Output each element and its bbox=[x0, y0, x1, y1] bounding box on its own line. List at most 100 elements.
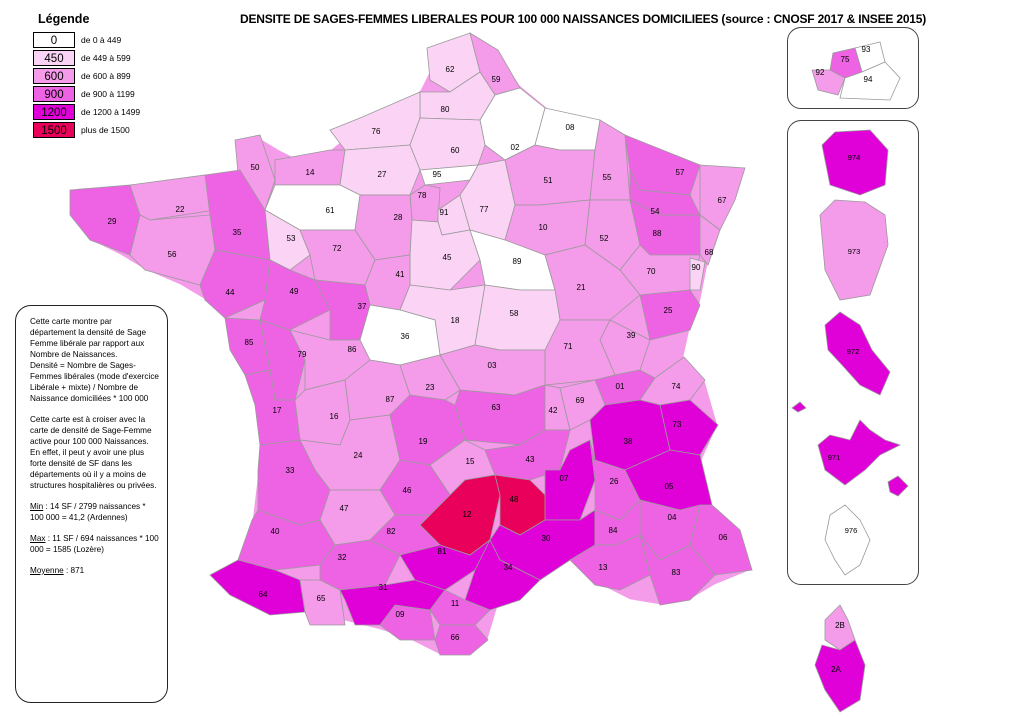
map-title: DENSITE DE SAGES-FEMMES LIBERALES POUR 1… bbox=[240, 12, 927, 26]
department-label-63: 63 bbox=[492, 403, 501, 412]
department-label-89: 89 bbox=[513, 257, 522, 266]
department-label-2B: 2B bbox=[835, 621, 845, 630]
department-label-88: 88 bbox=[653, 229, 662, 238]
department-label-70: 70 bbox=[647, 267, 656, 276]
legend-label: de 0 à 449 bbox=[81, 35, 122, 45]
department-label-42: 42 bbox=[549, 406, 558, 415]
department-label-13: 13 bbox=[599, 563, 608, 572]
department-label-14: 14 bbox=[306, 168, 315, 177]
department-label-51: 51 bbox=[544, 176, 553, 185]
department-label-12: 12 bbox=[463, 510, 472, 519]
department-label-78: 78 bbox=[418, 191, 427, 200]
legend-item: 600 de 600 à 899 bbox=[33, 67, 163, 85]
department-71 bbox=[544, 319, 616, 386]
department-label-46: 46 bbox=[403, 486, 412, 495]
department-68 bbox=[699, 214, 721, 266]
department-label-02: 02 bbox=[511, 143, 520, 152]
island-shape bbox=[791, 401, 807, 413]
department-73 bbox=[659, 399, 719, 456]
legend-label: de 900 à 1199 bbox=[81, 89, 135, 99]
department-label-74: 74 bbox=[672, 382, 681, 391]
department-label-92: 92 bbox=[816, 68, 825, 77]
legend-label: de 600 à 899 bbox=[81, 71, 131, 81]
department-label-09: 09 bbox=[396, 610, 405, 619]
info-min: Min : 14 SF / 2799 naissances * 100 000 … bbox=[30, 501, 159, 523]
department-51 bbox=[504, 144, 596, 206]
info-average: Moyenne : 871 bbox=[30, 565, 159, 576]
department-label-01: 01 bbox=[616, 382, 625, 391]
department-label-68: 68 bbox=[705, 248, 714, 257]
department-23 bbox=[399, 354, 461, 401]
department-label-57: 57 bbox=[676, 168, 685, 177]
department-60 bbox=[409, 117, 486, 171]
legend-label: de 1200 à 1499 bbox=[81, 107, 141, 117]
department-90 bbox=[689, 257, 706, 291]
avg-label: Moyenne bbox=[30, 566, 64, 575]
legend-label: de 449 à 599 bbox=[81, 53, 131, 63]
department-label-17: 17 bbox=[273, 406, 282, 415]
department-label-974: 974 bbox=[848, 153, 861, 162]
department-label-95: 95 bbox=[433, 170, 442, 179]
island-shape bbox=[887, 475, 909, 497]
department-label-59: 59 bbox=[492, 75, 501, 84]
department-label-80: 80 bbox=[441, 105, 450, 114]
department-label-45: 45 bbox=[443, 253, 452, 262]
department-974 bbox=[821, 129, 889, 196]
department-label-28: 28 bbox=[394, 213, 403, 222]
department-label-40: 40 bbox=[271, 527, 280, 536]
department-label-15: 15 bbox=[466, 457, 475, 466]
legend-item: 1200 de 1200 à 1499 bbox=[33, 103, 163, 121]
department-label-62: 62 bbox=[446, 65, 455, 74]
max-label: Max bbox=[30, 534, 46, 543]
legend-item: 450 de 449 à 599 bbox=[33, 49, 163, 67]
legend-swatch: 0 bbox=[33, 32, 75, 48]
department-label-31: 31 bbox=[379, 583, 388, 592]
department-label-71: 71 bbox=[564, 342, 573, 351]
department-label-18: 18 bbox=[451, 316, 460, 325]
department-label-77: 77 bbox=[480, 205, 489, 214]
department-label-56: 56 bbox=[168, 250, 177, 259]
department-label-75: 75 bbox=[841, 55, 850, 64]
department-label-52: 52 bbox=[600, 234, 609, 243]
department-label-87: 87 bbox=[386, 395, 395, 404]
department-label-61: 61 bbox=[326, 206, 335, 215]
department-63 bbox=[454, 384, 546, 446]
department-label-50: 50 bbox=[251, 163, 260, 172]
department-label-72: 72 bbox=[333, 244, 342, 253]
info-paragraph-1: Cette carte montre par département la de… bbox=[30, 317, 159, 403]
avg-text: : 871 bbox=[63, 566, 85, 575]
department-55 bbox=[589, 119, 631, 201]
department-label-08: 08 bbox=[566, 123, 575, 132]
max-text: : 11 SF / 694 naissances * 100 000 = 158… bbox=[30, 534, 159, 554]
department-label-25: 25 bbox=[664, 306, 673, 315]
department-label-03: 03 bbox=[488, 361, 497, 370]
department-label-64: 64 bbox=[259, 590, 268, 599]
department-76 bbox=[329, 91, 421, 151]
department-label-06: 06 bbox=[719, 533, 728, 542]
department-label-27: 27 bbox=[378, 170, 387, 179]
info-textbox: Cette carte montre par département la de… bbox=[15, 305, 168, 703]
department-label-29: 29 bbox=[108, 217, 117, 226]
department-976 bbox=[824, 504, 871, 576]
department-56 bbox=[129, 214, 216, 286]
legend-label: plus de 1500 bbox=[81, 125, 130, 135]
paris-inset-panel bbox=[787, 27, 919, 109]
department-label-54: 54 bbox=[651, 207, 660, 216]
department-67 bbox=[699, 164, 746, 231]
department-label-69: 69 bbox=[576, 396, 585, 405]
department-label-24: 24 bbox=[354, 451, 363, 460]
department-25 bbox=[639, 289, 701, 341]
department-label-49: 49 bbox=[290, 287, 299, 296]
department-label-976: 976 bbox=[845, 526, 858, 535]
department-label-94: 94 bbox=[864, 75, 873, 84]
department-label-76: 76 bbox=[372, 127, 381, 136]
department-66 bbox=[434, 624, 489, 656]
department-label-33: 33 bbox=[286, 466, 295, 475]
department-label-21: 21 bbox=[577, 283, 586, 292]
department-label-84: 84 bbox=[609, 526, 618, 535]
legend: 0 de 0 à 449 450 de 449 à 599 600 de 600… bbox=[33, 31, 163, 139]
min-label: Min bbox=[30, 502, 44, 511]
department-label-38: 38 bbox=[624, 437, 633, 446]
department-label-19: 19 bbox=[419, 437, 428, 446]
